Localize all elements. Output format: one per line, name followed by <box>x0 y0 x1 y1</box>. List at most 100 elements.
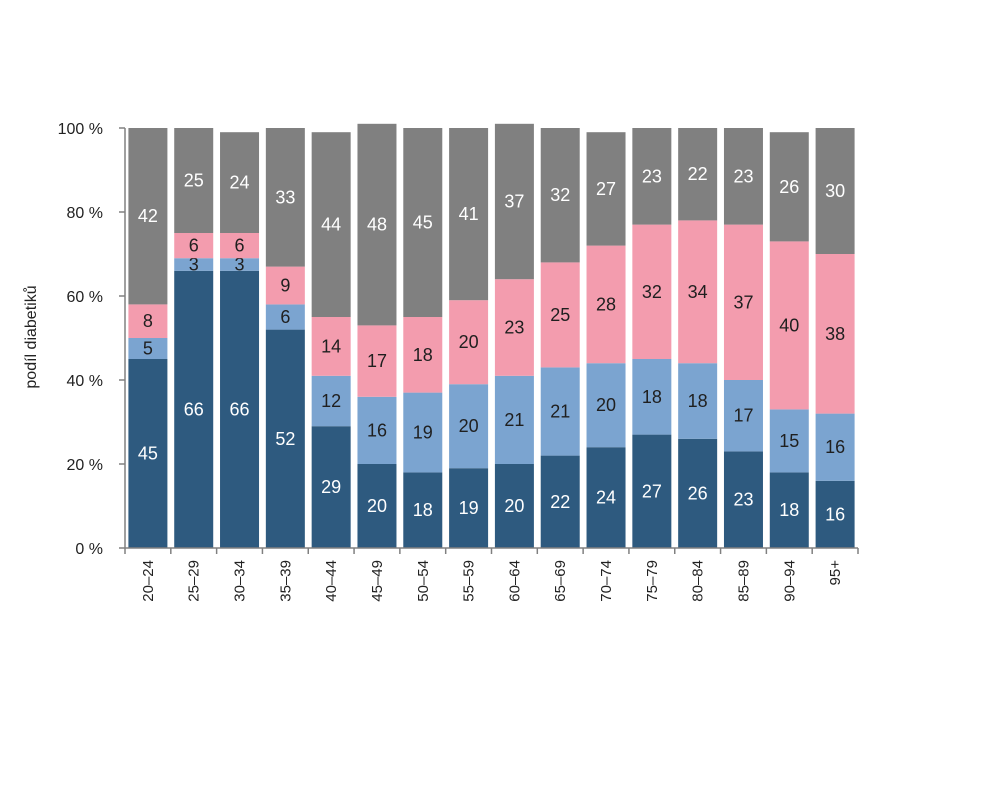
x-tick-label: 40–44 <box>323 560 340 602</box>
bar-segment <box>357 123 397 326</box>
bar-segment <box>632 128 672 225</box>
bar-segment <box>265 329 305 548</box>
bar-segment <box>815 128 855 254</box>
data-label: 3 <box>235 255 245 275</box>
data-label: 52 <box>275 429 295 449</box>
data-label: 45 <box>138 444 158 464</box>
bar-segment <box>265 266 305 305</box>
data-label: 20 <box>459 332 479 352</box>
bar-segment <box>265 128 305 267</box>
bar-segment <box>403 128 443 317</box>
bar-segment <box>220 132 260 233</box>
data-label: 27 <box>596 179 616 199</box>
data-label: 32 <box>642 282 662 302</box>
bar-segment <box>311 426 351 548</box>
data-label: 26 <box>779 177 799 197</box>
data-label: 38 <box>825 324 845 344</box>
data-label: 45 <box>413 213 433 233</box>
x-tick-label: 70–74 <box>598 560 615 602</box>
data-label: 23 <box>733 490 753 510</box>
x-tick-label: 95+ <box>827 560 844 586</box>
x-tick-label: 25–29 <box>186 560 203 602</box>
x-tick-label: 65–69 <box>552 560 569 602</box>
x-axis: 20–24 25–29 30–34 35–39 40–44 45–49 50–54 55–59… <box>124 547 859 602</box>
bar-segment <box>494 375 534 464</box>
x-tick-label: 35–39 <box>277 560 294 602</box>
bar-segment <box>632 359 672 435</box>
y-tick-label: 60 % <box>67 289 103 306</box>
bar-segment <box>769 409 809 473</box>
data-label: 18 <box>642 387 662 407</box>
y-axis: 0 % 20 % 40 % 60 % 80 % 100 % <box>58 121 126 558</box>
data-label: 48 <box>367 215 387 235</box>
data-label: 24 <box>230 173 250 193</box>
data-label: 17 <box>367 351 387 371</box>
x-tick-label: 55–59 <box>461 560 478 602</box>
bar-segment <box>723 451 763 548</box>
data-label: 29 <box>321 477 341 497</box>
y-tick-label: 20 % <box>67 457 103 474</box>
bar-segment <box>815 254 855 414</box>
bar-segment <box>449 128 489 301</box>
bar-segment <box>494 279 534 376</box>
data-label: 20 <box>459 416 479 436</box>
bar-segment <box>128 338 168 359</box>
data-label: 66 <box>230 399 250 419</box>
data-label: 34 <box>688 282 708 302</box>
bar-segment <box>403 317 443 393</box>
data-label: 6 <box>189 236 199 256</box>
data-label: 20 <box>596 395 616 415</box>
data-label: 42 <box>138 206 158 226</box>
data-label: 28 <box>596 294 616 314</box>
data-label: 40 <box>779 315 799 335</box>
data-label: 32 <box>550 185 570 205</box>
x-tick-label: 20–24 <box>140 560 157 602</box>
bar-segment <box>678 128 718 221</box>
data-label: 22 <box>688 164 708 184</box>
data-label: 41 <box>459 204 479 224</box>
bar-segment <box>632 434 672 548</box>
data-label: 25 <box>184 171 204 191</box>
data-label: 21 <box>504 410 524 430</box>
bar-segment <box>174 128 214 233</box>
bar-segment <box>311 132 351 317</box>
data-label: 18 <box>688 391 708 411</box>
bar-segment <box>128 304 168 338</box>
data-label: 44 <box>321 215 341 235</box>
bar-segment <box>678 438 718 548</box>
data-label: 6 <box>235 236 245 256</box>
y-tick-label: 100 % <box>58 121 103 138</box>
x-tick-label: 80–84 <box>690 560 707 602</box>
bar-segment <box>586 132 626 246</box>
data-label: 37 <box>504 192 524 212</box>
bar-segment <box>311 317 351 376</box>
y-axis-title: podíl diabetiků <box>22 285 40 388</box>
bar-segment <box>449 384 489 469</box>
data-label: 20 <box>504 496 524 516</box>
bar-segment <box>403 392 443 473</box>
bar-segment <box>586 447 626 548</box>
bar-segment <box>220 270 260 548</box>
bar-segment <box>586 245 626 364</box>
bar-segment <box>769 132 809 242</box>
data-label: 27 <box>642 481 662 501</box>
bar-segment <box>403 472 443 548</box>
data-label: 23 <box>504 318 524 338</box>
bar-segment <box>449 468 489 548</box>
data-label: 23 <box>642 166 662 186</box>
bar-segment <box>586 363 626 448</box>
y-tick-label: 80 % <box>67 205 103 222</box>
data-label: 18 <box>779 500 799 520</box>
data-label: 16 <box>825 504 845 524</box>
bar-segment <box>311 375 351 427</box>
bars: 4558426636256636245269332912144420161748… <box>128 123 855 548</box>
data-label: 5 <box>143 339 153 359</box>
bar-segment <box>769 241 809 410</box>
x-tick-label: 45–49 <box>369 560 386 602</box>
bar-segment <box>723 128 763 225</box>
bar-segment <box>449 300 489 385</box>
x-tick-label: 50–54 <box>415 560 432 602</box>
data-label: 6 <box>280 307 290 327</box>
data-label: 19 <box>459 498 479 518</box>
